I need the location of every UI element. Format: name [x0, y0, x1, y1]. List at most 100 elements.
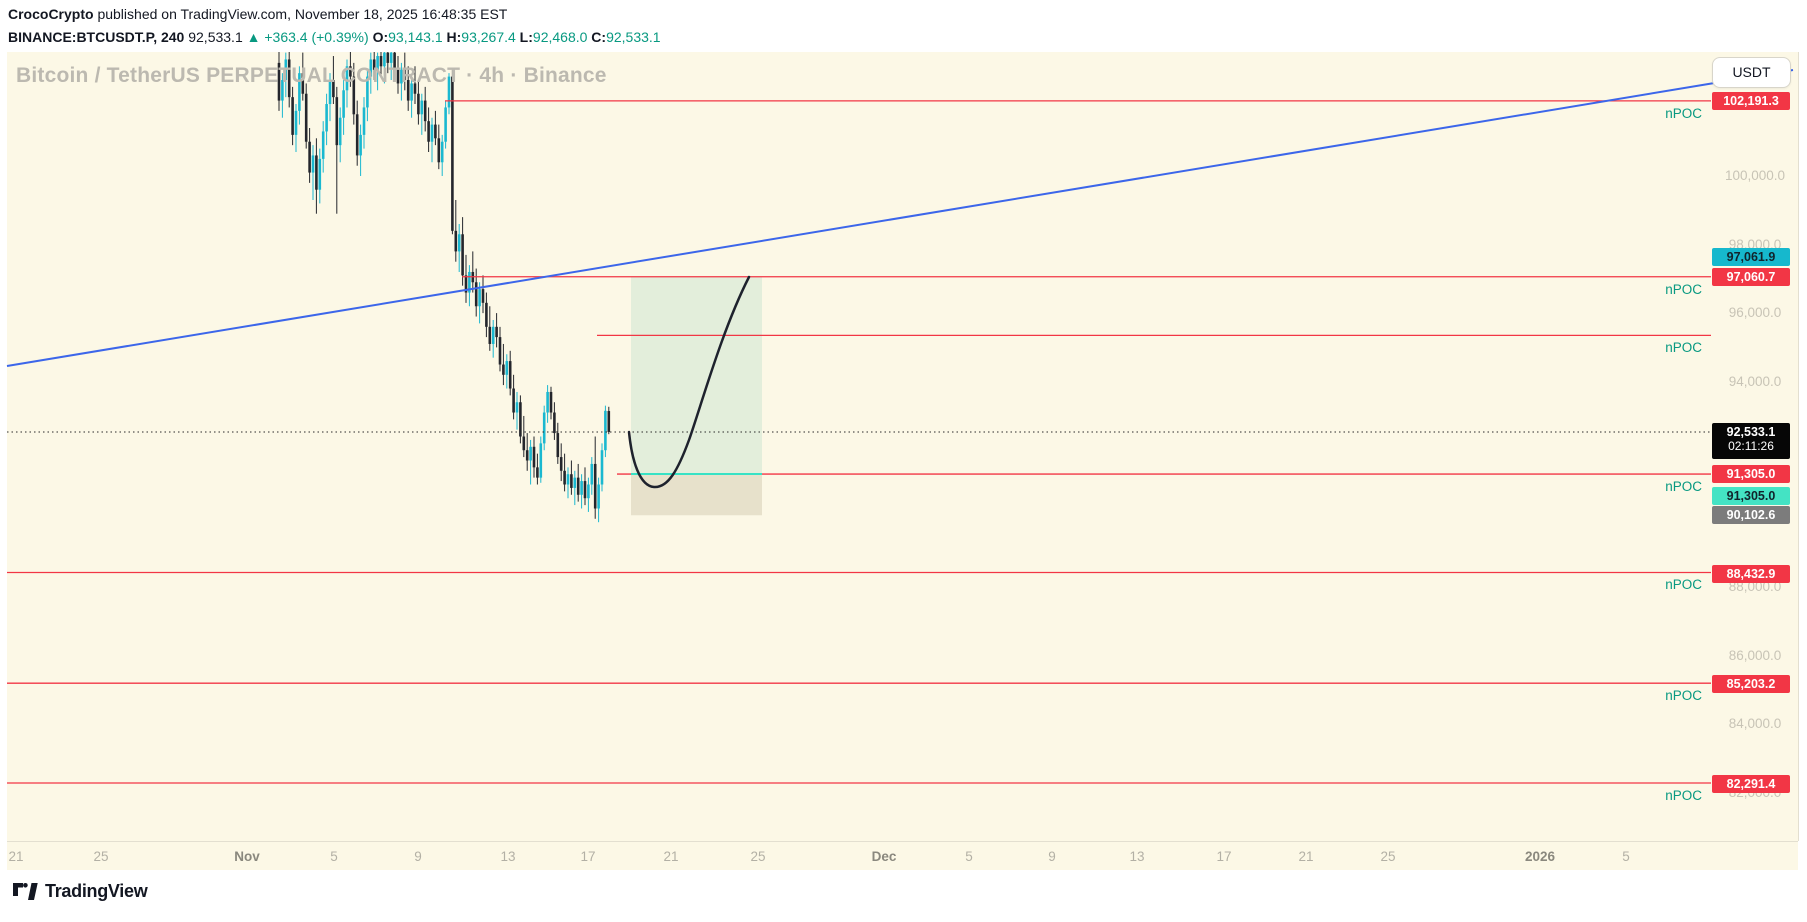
price-chip: 90,102.6	[1712, 505, 1790, 524]
price-chip: 91,305.0	[1712, 465, 1790, 483]
candle	[505, 354, 509, 389]
header-text-segment: H:	[442, 29, 462, 45]
publish-header: CrocoCrypto published on TradingView.com…	[0, 0, 1807, 52]
candle	[325, 93, 328, 146]
tradingview-logo[interactable]: TradingView	[13, 881, 148, 902]
npoc-text-label: nPOC	[1665, 788, 1702, 803]
npoc-text-label: nPOC	[1665, 281, 1702, 297]
candle	[468, 265, 471, 307]
time-axis-label: 21	[1298, 849, 1314, 864]
header-text-segment: BINANCE:BTCUSDT.P, 240	[8, 29, 185, 45]
candle	[485, 292, 488, 338]
candle	[410, 76, 413, 118]
chart-background	[7, 52, 1798, 870]
header-text-segment: 93,143.1	[388, 29, 443, 45]
publish-byline: CrocoCrypto published on TradingView.com…	[8, 6, 507, 22]
price-grid-label: 94,000.0	[1728, 373, 1782, 389]
candle	[281, 73, 284, 118]
candle	[587, 477, 590, 512]
candle	[593, 436, 597, 519]
candle	[383, 49, 386, 84]
header-text-segment: C:	[587, 29, 607, 45]
candle	[519, 395, 522, 444]
header-text-segment: 92,533.1	[184, 29, 243, 45]
candle	[427, 107, 430, 153]
header-text-segment: O:	[372, 29, 389, 45]
time-axis-label: 13	[1129, 849, 1145, 864]
candle	[304, 83, 308, 149]
candle	[318, 148, 322, 204]
candle	[553, 402, 556, 440]
time-axis-label: Nov	[234, 849, 260, 864]
candle	[471, 251, 475, 293]
price-chip: 97,061.9	[1712, 248, 1790, 266]
candle	[440, 134, 444, 176]
candle	[369, 52, 373, 94]
candle	[342, 80, 345, 135]
candle	[434, 110, 437, 146]
npoc-text-label: nPOC	[1665, 105, 1702, 121]
candle	[315, 138, 318, 214]
candle	[546, 385, 549, 423]
candle	[345, 59, 349, 108]
candle	[349, 49, 352, 87]
tradingview-logo-text: TradingView	[45, 881, 148, 901]
npoc-text-label: nPOC	[1665, 577, 1702, 593]
candle	[298, 66, 301, 125]
price-scale[interactable]: 100,000.0 98,000.0 96,000.0 94,000.0 88,000.…	[1711, 52, 1807, 841]
candle	[525, 433, 529, 471]
candle	[338, 107, 342, 163]
candle	[515, 391, 519, 430]
time-axis-label: 13	[500, 849, 516, 864]
candle	[332, 56, 335, 105]
time-axis-label: 25	[750, 849, 766, 864]
position-profit-zone	[631, 276, 762, 475]
price-grid-label: 100,000.0	[1724, 168, 1786, 183]
candle	[474, 268, 478, 317]
candle	[495, 313, 498, 348]
candle	[597, 477, 600, 523]
candle	[366, 69, 369, 122]
header-text-segment: published on TradingView.com, November 1…	[93, 6, 508, 22]
candle	[576, 463, 580, 502]
time-axis-label: 25	[1380, 849, 1396, 864]
candle	[284, 52, 288, 98]
candle	[447, 73, 451, 115]
symbol-quote-line: BINANCE:BTCUSDT.P, 240 92,533.1 ▲ +363.4…	[8, 29, 661, 45]
time-axis-label: 5	[1622, 849, 1630, 864]
candle	[488, 306, 492, 351]
candle	[481, 275, 485, 314]
time-axis-label: 5	[330, 849, 338, 864]
candle	[420, 93, 424, 135]
price-grid-label: 84,000.0	[1728, 716, 1782, 732]
candle	[287, 49, 291, 108]
header-text-segment: 92,468.0	[532, 29, 588, 45]
candle	[277, 49, 281, 111]
bar-countdown: 02:11:26	[1728, 439, 1774, 453]
candle	[573, 470, 577, 506]
plot-right-border	[1798, 52, 1799, 841]
candle	[580, 474, 583, 509]
time-axis[interactable]: 21 25 Nov 5 9 13 17 21 25 Dec 5 9 13 17 21 25 2026 5	[0, 842, 1798, 872]
time-axis-label: 17	[580, 849, 596, 864]
candle	[607, 406, 611, 435]
candle	[362, 97, 366, 149]
candle	[355, 100, 359, 166]
npoc-text-label: nPOC	[1665, 340, 1702, 356]
time-axis-label: 5	[965, 849, 973, 864]
candle	[328, 73, 332, 122]
candle	[508, 350, 512, 396]
candle	[539, 436, 543, 483]
price-chip: 92,533.1 02:11:26	[1712, 423, 1790, 459]
candle	[502, 343, 505, 386]
price-chip: 97,060.7	[1712, 267, 1790, 286]
candle	[478, 282, 481, 324]
price-grid-label: 88,000.0	[1728, 579, 1782, 595]
currency-toggle-button[interactable]: USDT	[1712, 57, 1791, 88]
candle	[389, 49, 393, 81]
candle	[583, 467, 587, 506]
time-axis-label: Dec	[871, 849, 897, 864]
price-chip: 88,432.9	[1712, 564, 1790, 583]
candle	[566, 467, 570, 499]
